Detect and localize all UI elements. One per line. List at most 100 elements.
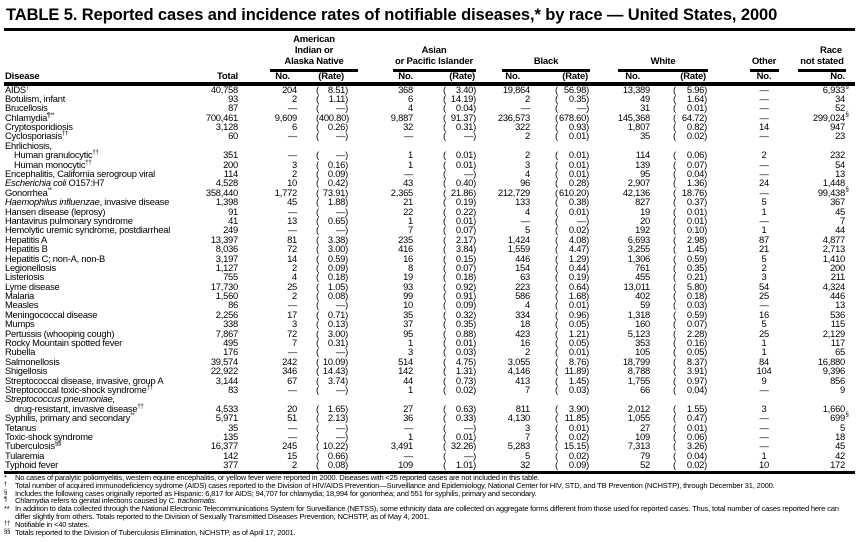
cell-other: 87: [759, 233, 769, 245]
cell-api-rate: (32.26): [443, 440, 476, 452]
cell-black-rate: (678.60): [555, 111, 589, 123]
cell-api-rate: (0.07): [443, 224, 476, 236]
disease-name: Gonorrhea**: [5, 188, 52, 197]
cell-api-no: 37: [403, 318, 413, 330]
rate-value: 0.01: [686, 205, 705, 217]
cell-black-rate: (0.01): [555, 149, 589, 161]
cell-ai-no: 346: [282, 365, 297, 377]
rate-value: 0.91: [455, 290, 474, 302]
cell-not-stated: 6,933: [822, 83, 845, 95]
cell-not-stated: 65: [835, 346, 845, 358]
table-title: TABLE 5. Reported cases and incidence ra…: [6, 6, 778, 24]
cell-total: 495: [223, 337, 238, 349]
cell-black-rate: (0.19): [555, 271, 589, 283]
cell-total: 5,971: [215, 412, 238, 424]
rate-value: 73.91: [322, 186, 346, 198]
cell-white-rate: (0.82): [673, 121, 707, 133]
rate-value: 0.07: [686, 158, 705, 170]
disease-name-text: Human granulocytic: [14, 149, 93, 161]
footnote: § Includes the following cases originally…: [4, 489, 856, 498]
cell-other: —: [759, 111, 769, 123]
disease-name-text: AIDS: [5, 83, 26, 95]
table-row: Encephalitis, California serogroup viral…: [0, 168, 859, 180]
disease-name: Rocky Mountain spotted fever: [5, 338, 122, 347]
cell-api-no: 44: [403, 374, 413, 386]
cell-api-rate: (0.15): [443, 252, 476, 264]
disease-name-text: Hepatitis B: [5, 243, 48, 255]
header-white-no: No.: [625, 71, 640, 82]
cell-white-rate: (0.10): [673, 224, 707, 236]
cell-black-no: 413: [515, 374, 530, 386]
disease-name-text: Measles: [5, 299, 39, 311]
rate-value: 0.31: [455, 121, 474, 133]
cell-ai-rate: (0.16): [316, 158, 348, 170]
table-row: Rocky Mountain spotted fever 495 7 1 16 353 11…: [0, 337, 859, 349]
table-row: Rubella 176 — 3 2 105 65 1 (—) (0.03) (0.01) (0.05): [0, 346, 859, 358]
disease-name-text: Brucellosis: [5, 102, 48, 114]
rate-value: 1.31: [455, 365, 474, 377]
rate-value: 91.37: [450, 111, 474, 123]
table-row: Tularemia 142 15 — 5 79 42 1 (0.66) (—) (0.02) (0.0…: [0, 449, 859, 461]
cell-total: 249: [223, 224, 238, 236]
cell-ai-no: 45: [287, 196, 297, 208]
cell-black-rate: (15.15): [555, 440, 589, 452]
disease-name: Streptococcal disease, invasive, group A: [5, 375, 164, 385]
cell-white-rate: (1.55): [673, 402, 707, 414]
cell-ai-rate: (0.09): [316, 168, 348, 180]
rate-value: 15.15: [563, 440, 587, 452]
cell-black-no: 5: [525, 449, 530, 461]
footnote: §§ Totals reported to the Division of Tub…: [4, 528, 856, 537]
cell-black-rate: (0.01): [555, 158, 589, 170]
cell-black-no: 19,864: [502, 83, 530, 95]
cell-ai-rate: (0.59): [316, 252, 348, 264]
rate-value: 0.01: [686, 102, 705, 114]
footnote-marker: ¶**: [47, 112, 55, 119]
cell-total: 91: [228, 205, 238, 217]
rate-value: 1.21: [568, 327, 587, 339]
cell-black-no: 1,559: [507, 243, 530, 255]
rate-value: 0.19: [568, 271, 587, 283]
rate-value: 2.98: [686, 233, 705, 245]
cell-ai-no: 3: [292, 318, 297, 330]
table-row: Chlamydia¶** 700,461 9,609 9,887 236,573 145,…: [0, 111, 859, 123]
cell-other: 1: [761, 224, 767, 236]
cell-black-no: 2: [525, 92, 530, 104]
cell-not-stated: 7: [840, 214, 845, 226]
table-row: Lyme disease 17,730 25 93 223 13,011 4,324 54 (1…: [0, 280, 859, 292]
cell-ai-rate: (1.05): [316, 280, 348, 292]
header-black-no: No.: [505, 71, 520, 82]
cell-total: 40,758: [210, 83, 238, 95]
cell-ai-rate: (—): [316, 299, 348, 311]
rate-value: 0.65: [327, 214, 346, 226]
rate-value: 3.74: [327, 374, 346, 386]
rate-value: 0.01: [568, 299, 587, 311]
cell-other: 84: [759, 355, 769, 367]
footnote-marker: †: [25, 84, 29, 91]
cell-ai-rate: (3.38): [316, 233, 348, 245]
rate-value: 0.16: [327, 158, 346, 170]
disease-name-text: , invasive disease: [99, 196, 170, 208]
rate-value: 1.45: [568, 374, 587, 386]
cell-white-no: 52: [640, 459, 650, 471]
rate-value: 0.01: [455, 214, 474, 226]
table-row: Ehrlichiosis,: [0, 141, 859, 150]
rate-value: —: [336, 299, 346, 311]
cell-api-no: 10: [403, 299, 413, 311]
footnote-marker: **: [130, 413, 135, 420]
cell-ai-no: 3: [292, 158, 297, 170]
cell-ai-rate: (—): [316, 102, 348, 114]
footnote-text: Notifiable in <40 states.: [15, 519, 90, 529]
rate-value: 0.18: [686, 290, 705, 302]
table-row: Salmonellosis 39,574 242 514 3,055 18,799 16,8…: [0, 355, 859, 367]
rate-value: —: [336, 430, 346, 442]
cell-white-no: 761: [635, 261, 650, 273]
cell-api-no: 235: [398, 233, 413, 245]
disease-name: Meningococcal disease: [5, 310, 97, 319]
disease-name-text: Hemolytic uremic syndrome, postdiarrheal: [5, 224, 171, 236]
disease-name: Streptococcal toxic-shock syndrome††: [5, 385, 153, 394]
rate-value: 0.08: [327, 290, 346, 302]
rate-value: 3.26: [686, 440, 705, 452]
disease-name-text: Legionellosis: [5, 261, 56, 273]
footnote-italic: C. trachomatis: [168, 496, 215, 506]
disease-name: Hantavirus pulmonary syndrome: [5, 216, 133, 225]
